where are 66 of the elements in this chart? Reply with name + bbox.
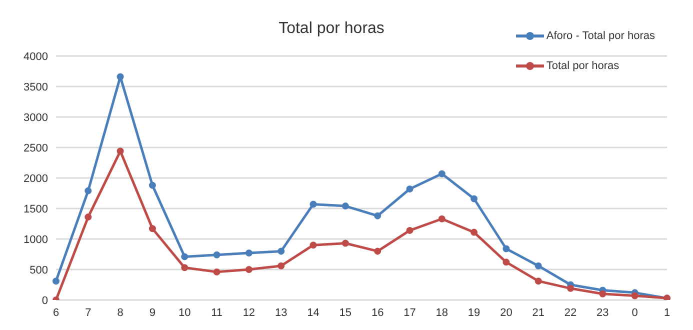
point [181, 253, 188, 260]
y-tick-label: 2500 [24, 142, 48, 154]
x-tick-label: 7 [85, 306, 92, 319]
point [52, 278, 60, 285]
point [470, 195, 478, 202]
x-tick-label: 20 [500, 306, 512, 319]
point [438, 215, 446, 222]
point [502, 258, 510, 266]
x-tick-label: 0 [632, 306, 638, 319]
point [599, 290, 606, 298]
y-tick-label: 500 [30, 264, 48, 276]
x-tick-label: 18 [436, 306, 448, 319]
point [245, 250, 252, 257]
point [116, 148, 124, 155]
point [438, 170, 446, 178]
x-tick-label: 23 [596, 306, 609, 319]
point [567, 284, 574, 292]
point [148, 225, 156, 232]
x-tick-label: 10 [178, 306, 191, 319]
point [374, 212, 382, 220]
x-tick-label: 17 [404, 306, 416, 319]
point [213, 268, 220, 276]
point [84, 187, 92, 194]
point [502, 245, 510, 252]
x-tick-label: 6 [52, 306, 60, 319]
point [406, 226, 414, 234]
point [342, 202, 349, 210]
x-tick-label: 14 [307, 306, 320, 319]
point [84, 214, 92, 221]
x-tick-label: 19 [468, 306, 480, 319]
point [631, 292, 638, 300]
point [278, 248, 285, 255]
point [470, 228, 478, 236]
point [245, 266, 252, 273]
y-tick-label: 3000 [24, 112, 48, 124]
x-tick-label: 8 [117, 306, 124, 319]
point [534, 262, 542, 270]
point [278, 262, 285, 270]
point [534, 278, 542, 285]
legend-label: Aforo - Total por horas [546, 30, 655, 42]
point [374, 248, 382, 255]
point [342, 240, 349, 247]
y-tick-label: 1500 [24, 203, 48, 216]
y-tick-label: 2000 [24, 172, 48, 185]
x-tick-label: 22 [564, 306, 577, 319]
point [310, 200, 317, 208]
chart-title: Total por horas [278, 20, 384, 37]
y-tick-label: 0 [42, 294, 48, 307]
y-tick-label: 1000 [24, 234, 48, 246]
y-tick-label: 3500 [24, 81, 48, 94]
point [310, 242, 317, 249]
x-tick-label: 15 [339, 306, 352, 319]
x-tick-label: 12 [242, 306, 256, 319]
x-tick-label: 13 [274, 306, 288, 319]
point [116, 73, 124, 80]
legend-label: Total por horas [546, 60, 620, 72]
x-tick-label: 1 [664, 306, 670, 319]
point [181, 264, 188, 272]
x-tick-label: 11 [211, 306, 222, 319]
x-tick-label: 21 [532, 306, 544, 319]
point [406, 185, 414, 192]
point [213, 251, 220, 258]
x-tick-label: 16 [371, 306, 384, 319]
point [148, 182, 156, 189]
x-tick-label: 9 [149, 306, 156, 319]
y-tick-label: 4000 [24, 50, 48, 63]
